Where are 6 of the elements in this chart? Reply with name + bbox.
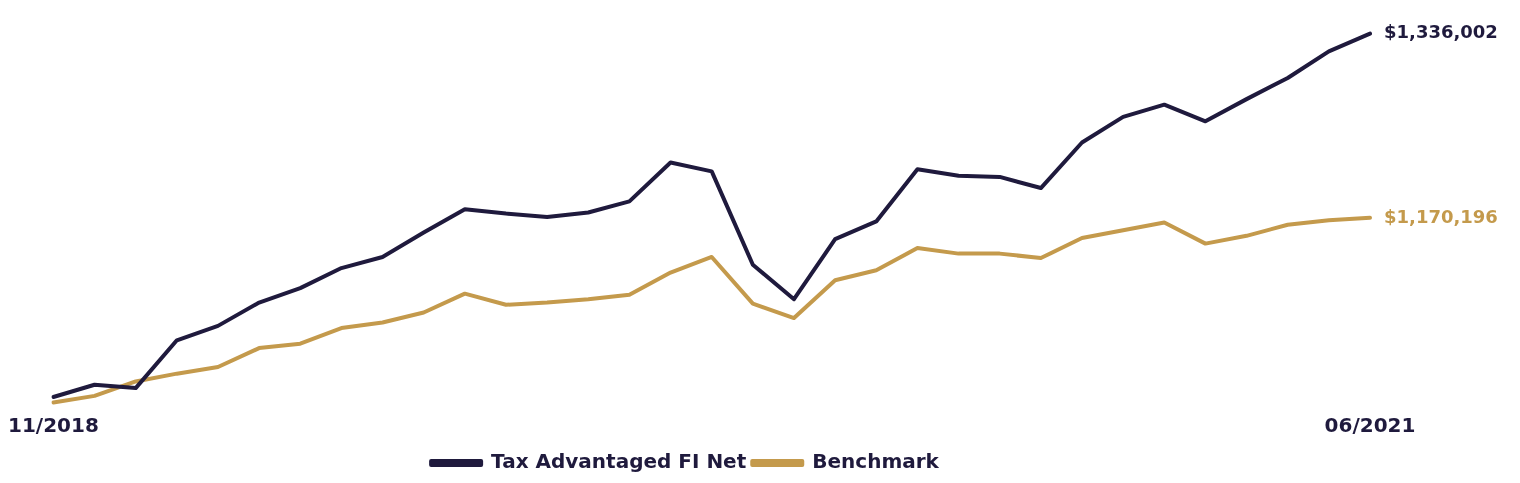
x-tick-label: 06/2021 bbox=[1324, 413, 1416, 438]
legend-label: Benchmark bbox=[812, 449, 940, 474]
data-label: $1,336,002 bbox=[1384, 21, 1498, 43]
data-label: $1,170,196 bbox=[1384, 205, 1498, 227]
x-tick-label: 11/2018 bbox=[7, 413, 99, 438]
legend-label: Tax Advantaged FI Net bbox=[491, 449, 747, 474]
